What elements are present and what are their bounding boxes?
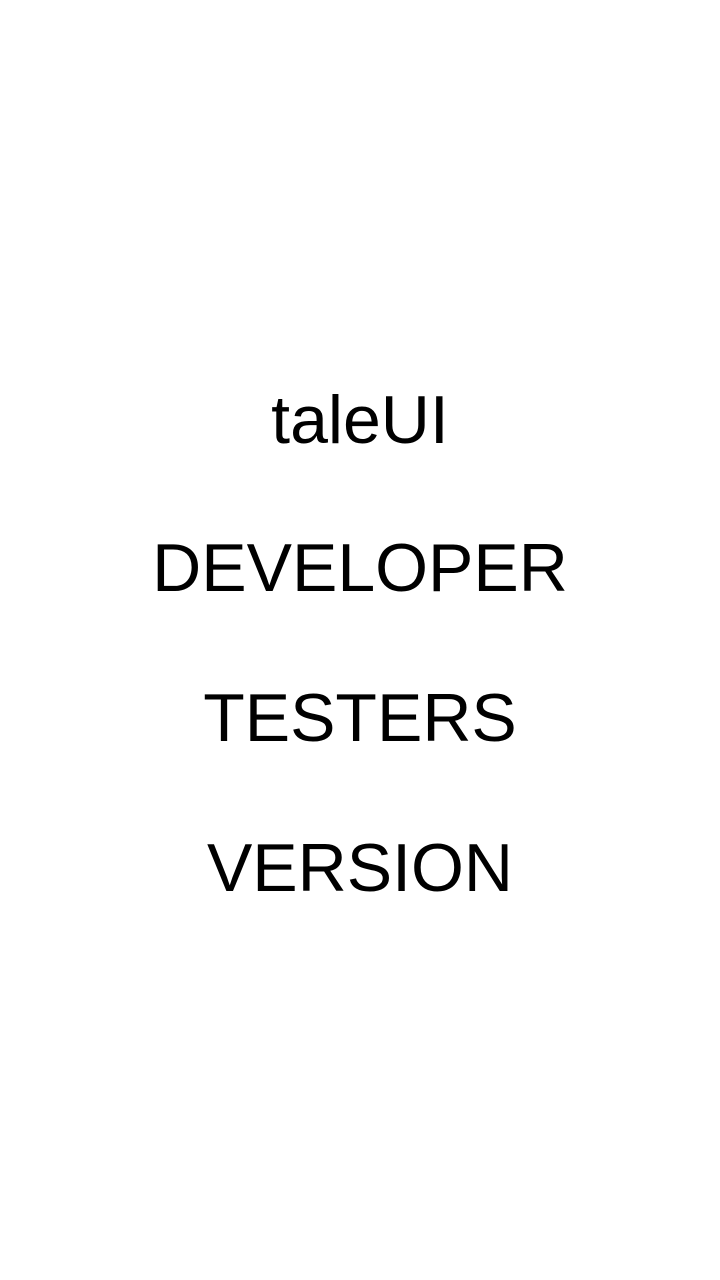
app-name: taleUI — [271, 382, 449, 458]
version-line-testers: TESTERS — [203, 680, 517, 756]
version-line-version: VERSION — [206, 830, 514, 906]
version-line-developer: DEVELOPER — [152, 530, 568, 606]
